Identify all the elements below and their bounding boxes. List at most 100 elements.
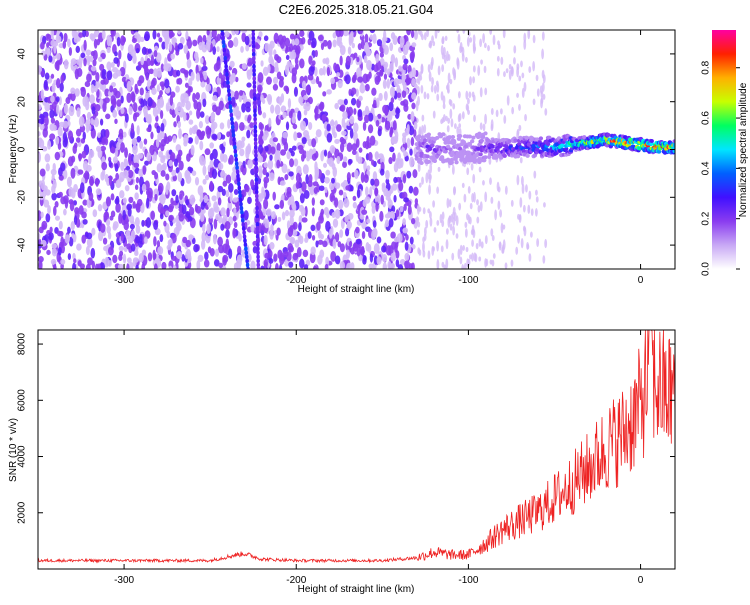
heatmap-cell <box>411 42 417 48</box>
heatmap-cell <box>346 249 351 259</box>
heatmap-cell <box>393 176 398 184</box>
heatmap-streak-cell <box>246 266 250 269</box>
heatmap-signal-cell <box>439 156 445 161</box>
heatmap-cell <box>308 55 313 65</box>
heatmap-cell <box>532 34 536 44</box>
heatmap-cell <box>109 215 114 221</box>
heatmap-streak-cell <box>255 225 260 232</box>
heatmap-cell <box>408 71 414 79</box>
heatmap-cell <box>346 220 352 229</box>
heatmap-cell <box>306 156 310 162</box>
heatmap-streak-cell <box>254 148 258 155</box>
heatmap-cell <box>222 254 229 263</box>
heatmap-cell <box>332 39 337 48</box>
heatmap-cell <box>298 235 304 245</box>
heatmap-cell <box>372 220 377 228</box>
heatmap-cell <box>241 30 248 34</box>
heatmap-cell <box>501 244 505 254</box>
heatmap-cell <box>135 176 140 184</box>
heatmap-cell <box>164 57 168 67</box>
heatmap-cell <box>338 189 344 196</box>
heatmap-cell <box>355 226 360 234</box>
heatmap-cell <box>262 66 269 76</box>
heatmap-cell <box>427 169 431 180</box>
heatmap-cell <box>169 95 174 106</box>
snr-series-line <box>38 330 675 564</box>
heatmap-cell <box>305 174 309 185</box>
heatmap-streak-cell <box>255 209 259 215</box>
heatmap-cell <box>417 221 421 228</box>
heatmap-cell <box>160 155 166 164</box>
heatmap-cell <box>492 34 496 46</box>
heatmap-cell <box>146 57 151 67</box>
heatmap-cell <box>144 160 149 166</box>
heatmap-cell <box>526 244 530 250</box>
heatmap-streak-cell <box>251 35 256 41</box>
heatmap-signal-cell <box>447 135 452 140</box>
heatmap-cell <box>429 217 433 227</box>
heatmap-cell <box>295 63 299 70</box>
heatmap-cell <box>252 246 258 254</box>
heatmap-cell <box>346 172 351 182</box>
heatmap-cell <box>246 82 252 88</box>
heatmap-cell <box>130 91 136 102</box>
heatmap-streak-cell <box>255 233 260 240</box>
heatmap-cell <box>220 170 226 178</box>
heatmap-streak-cell <box>233 148 238 155</box>
heatmap-cell <box>81 150 87 159</box>
heatmap-cell <box>73 215 78 225</box>
heatmap-cell <box>329 120 335 127</box>
heatmap-cell <box>346 142 353 153</box>
heatmap-cell <box>178 213 185 222</box>
heatmap-cell <box>211 148 218 160</box>
heatmap-cell <box>130 243 136 252</box>
heatmap-cell <box>353 108 357 115</box>
heatmap-cell <box>38 238 42 245</box>
heatmap-cell <box>212 94 218 101</box>
heatmap-cell <box>165 184 169 196</box>
heatmap-cell <box>159 109 164 120</box>
heatmap-streak-cell <box>223 55 228 61</box>
heatmap-cell <box>270 104 275 114</box>
heatmap-cell <box>101 137 106 146</box>
heatmap-streak-cell <box>242 233 247 240</box>
heatmap-cell <box>114 90 121 99</box>
heatmap-cell <box>422 241 425 253</box>
heatmap-signal-cell <box>460 156 465 161</box>
heatmap-cell <box>270 211 276 220</box>
heatmap-cell <box>301 181 307 193</box>
heatmap-cell <box>62 40 67 49</box>
heatmap-cell <box>479 122 483 131</box>
heatmap-cell <box>257 109 263 116</box>
heatmap-cell <box>129 223 135 230</box>
heatmap-cell <box>416 216 420 223</box>
heatmap-cell <box>349 115 355 125</box>
heatmap-cell <box>83 39 87 51</box>
heatmap-cell <box>314 112 318 121</box>
heatmap-signal-cell <box>526 142 532 147</box>
heatmap-cell <box>314 166 320 177</box>
heatmap-cell <box>347 46 352 55</box>
heatmap-cell <box>516 174 520 186</box>
heatmap-cell <box>500 222 504 234</box>
heatmap-cell <box>233 121 239 132</box>
heatmap-cell <box>416 205 420 212</box>
heatmap-cell <box>520 237 524 249</box>
heatmap-cell <box>94 104 101 112</box>
heatmap-cell <box>496 55 500 62</box>
heatmap-cell <box>292 252 299 261</box>
heatmap-cell <box>70 220 75 231</box>
heatmap-cell <box>173 121 177 128</box>
heatmap-cell <box>199 155 205 166</box>
heatmap-streak-cell <box>252 100 257 106</box>
heatmap-cell <box>207 208 214 219</box>
heatmap-cell <box>403 203 407 212</box>
heatmap-cell <box>87 257 93 266</box>
heatmap-cell <box>508 63 512 70</box>
heatmap-cell <box>341 130 347 136</box>
heatmap-signal-cell <box>649 138 654 143</box>
heatmap-cell <box>260 60 264 67</box>
heatmap-cell <box>363 255 367 262</box>
heatmap-streak-cell <box>255 221 260 228</box>
heatmap-cell <box>255 93 261 101</box>
